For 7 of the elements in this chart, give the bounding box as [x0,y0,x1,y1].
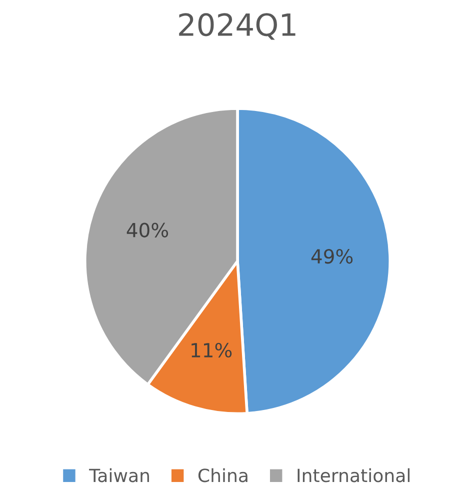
legend-label: China [198,468,248,482]
legend-label: International [298,468,410,482]
data-label: 49% [311,249,353,264]
data-label: 40% [126,222,168,238]
legend-label: Taiwan [89,468,149,482]
chart-title: 2024Q1 [179,13,296,40]
data-label: 11% [192,342,232,358]
